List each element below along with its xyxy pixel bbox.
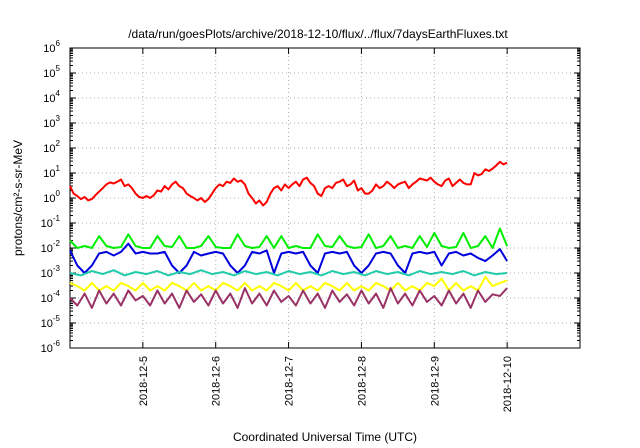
x-axis: 2018-12-5 2018-12-6 2018-12-7 2018-12-8 2018… [138, 48, 514, 412]
series-group [69, 160, 509, 309]
y-tick-label: 10-5 [41, 314, 61, 330]
series-line-5 [69, 287, 508, 309]
y-tick-label: 10-4 [41, 289, 61, 305]
series-line-1 [69, 227, 509, 249]
series-line-0 [69, 160, 508, 207]
y-tick-label: 10-1 [41, 214, 61, 230]
series-line-3 [69, 269, 508, 277]
series-line-2 [69, 242, 508, 274]
y-axis: 10-6 10-5 10-4 10-3 10-2 10-1 100 101 102 103 104 1… [41, 39, 580, 355]
x-tick-label: 2018-12-5 [138, 356, 150, 406]
y-tick-label: 100 [43, 189, 60, 205]
x-tick-label: 2018-12-6 [211, 356, 223, 406]
y-tick-label: 106 [43, 39, 60, 55]
x-tick-label: 2018-12-9 [429, 356, 441, 406]
series-line-4 [69, 275, 508, 292]
y-axis-label: protons/cm²-s-sr-MeV [11, 140, 25, 256]
y-tick-label: 10-3 [41, 264, 61, 280]
chart-title: /data/run/goesPlots/archive/2018-12-10/f… [128, 27, 508, 41]
y-tick-label: 10-6 [41, 339, 61, 355]
y-tick-label: 10-2 [41, 239, 61, 255]
x-axis-label: Coordinated Universal Time (UTC) [233, 430, 417, 444]
x-tick-label: 2018-12-7 [284, 356, 296, 406]
grid [70, 48, 580, 348]
x-tick-label: 2018-12-10 [502, 356, 514, 412]
y-tick-label: 103 [43, 114, 60, 130]
x-tick-label: 2018-12-8 [356, 356, 368, 406]
y-tick-label: 102 [43, 139, 60, 155]
y-tick-label: 101 [43, 164, 60, 180]
y-tick-label: 105 [43, 64, 60, 80]
y-tick-label: 104 [43, 89, 60, 105]
